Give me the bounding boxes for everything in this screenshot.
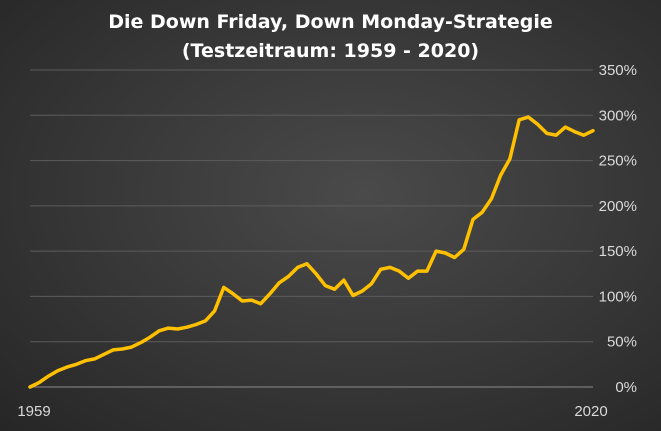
y-tick-label: 200% — [599, 198, 637, 215]
series-lines — [28, 115, 595, 389]
chart-title-block: Die Down Friday, Down Monday-Strategie (… — [0, 8, 661, 66]
y-tick-label: 250% — [599, 153, 637, 170]
series-line — [28, 115, 595, 389]
x-tick-label: 1959 — [17, 403, 50, 420]
y-axis-tick-labels: 0% 50% 100% 150% 200% 250% 300% 350% — [599, 62, 637, 396]
gridlines — [30, 69, 593, 388]
chart-subtitle: (Testzeitraum: 1959 - 2020) — [181, 40, 480, 62]
y-tick-label: 150% — [599, 243, 637, 260]
y-tick-label: 100% — [599, 288, 637, 305]
x-axis-tick-labels: 1959 2020 — [17, 403, 607, 420]
y-tick-label: 300% — [599, 107, 637, 124]
y-tick-label: 50% — [607, 334, 637, 351]
y-tick-label: 350% — [599, 62, 637, 79]
x-tick-label: 2020 — [574, 403, 607, 420]
y-tick-label: 0% — [615, 379, 637, 396]
chart-title: Die Down Friday, Down Monday-Strategie — [108, 11, 553, 33]
